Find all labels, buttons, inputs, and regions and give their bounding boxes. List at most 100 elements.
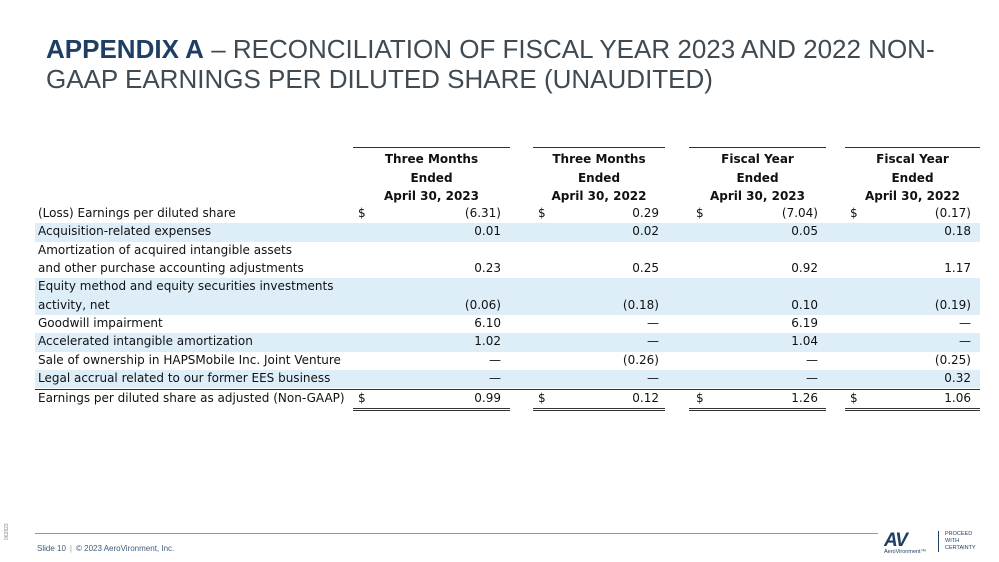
cell-value: — (959, 334, 971, 349)
cell-value: (0.18) (622, 297, 659, 312)
table-row: Earnings per diluted share as adjusted (… (35, 388, 980, 408)
table-row: Acquisition-related expenses 0.01 0.02 0.05… (35, 223, 980, 242)
header-line: Fiscal Year (876, 152, 949, 166)
cell-value: (0.25) (934, 352, 971, 367)
side-code: 062823 (4, 523, 10, 540)
cell-value: 0.05 (791, 224, 818, 239)
header-line: April 30, 2023 (383, 189, 480, 203)
header-line: April 30, 2022 (864, 189, 961, 203)
cell-value: 0.02 (632, 224, 659, 239)
table-row: Legal accrual related to our former EES … (35, 370, 980, 389)
tagline-line: CERTAINTY (945, 545, 976, 551)
table-row: and other purchase accounting adjustment… (35, 260, 980, 278)
cell-value: (0.17) (934, 206, 971, 220)
column-header: Fiscal Year Ended April 30, 2022 (845, 147, 980, 206)
total-double-underline (845, 407, 980, 411)
cell-value: — (806, 371, 818, 386)
cell-value: 0.18 (944, 224, 971, 239)
logo-mark: AV (884, 530, 908, 551)
tagline-line: PROCEED (945, 531, 973, 537)
currency-symbol: $ (538, 206, 546, 220)
cell-value: 0.92 (791, 261, 818, 276)
table-row: Amortization of acquired intangible asse… (35, 242, 980, 260)
column-header: Three Months Ended April 30, 2023 (353, 147, 510, 206)
cell-value: — (647, 316, 659, 331)
total-double-underline (353, 407, 510, 411)
header-line: Three Months (552, 152, 646, 166)
table-row: (Loss) Earnings per diluted share $ $ $ $ (6.… (35, 205, 980, 223)
tagline: PROCEED WITH CERTAINTY (938, 531, 976, 552)
currency-symbol: $ (538, 390, 546, 405)
header-line: Ended (736, 170, 779, 185)
page-title: APPENDIX A – RECONCILIATION OF FISCAL YE… (46, 34, 966, 94)
slide-number: Slide 10 (37, 544, 66, 553)
total-double-underline (533, 407, 665, 411)
title-bold: APPENDIX A (46, 34, 204, 64)
logo-name: AeroVironment™ (884, 549, 927, 555)
cell-value: — (647, 334, 659, 349)
cell-value: 0.99 (474, 390, 501, 405)
footer: Slide 10 | © 2023 AeroVironment, Inc. (37, 544, 174, 553)
currency-symbol: $ (696, 390, 704, 405)
cell-value: — (489, 352, 501, 367)
column-header: Three Months Ended April 30, 2022 (533, 147, 665, 206)
cell-value: 1.26 (791, 390, 818, 405)
cell-value: 0.01 (474, 224, 501, 239)
row-label: and other purchase accounting adjustment… (38, 261, 304, 276)
row-label: Equity method and equity securities inve… (38, 279, 334, 294)
header-line: April 30, 2023 (709, 189, 806, 203)
currency-symbol: $ (850, 390, 858, 405)
header-line: Ended (891, 170, 934, 185)
table-row: Accelerated intangible amortization 1.02 —… (35, 333, 980, 352)
column-header: Fiscal Year Ended April 30, 2023 (689, 147, 826, 206)
row-label: Acquisition-related expenses (38, 224, 212, 239)
cell-value: (7.04) (781, 206, 818, 220)
table-row: Equity method and equity securities inve… (35, 278, 980, 297)
cell-value: 6.19 (791, 316, 818, 331)
cell-value: 6.10 (474, 316, 501, 331)
cell-value: (0.19) (934, 297, 971, 312)
currency-symbol: $ (358, 206, 366, 220)
cell-value: 0.12 (632, 390, 659, 405)
footer-separator: | (69, 544, 72, 553)
row-label: Goodwill impairment (38, 316, 163, 331)
header-line: April 30, 2022 (551, 189, 647, 203)
header-line: Three Months (384, 152, 479, 166)
row-label: Sale of ownership in HAPSMobile Inc. Joi… (38, 352, 341, 367)
cell-value: (0.06) (464, 297, 501, 312)
cell-value: 1.06 (944, 390, 971, 405)
cell-value: — (489, 371, 501, 386)
cell-value: (0.26) (622, 352, 659, 367)
currency-symbol: $ (850, 206, 858, 220)
cell-value: 0.29 (632, 206, 659, 220)
table-row: activity, net (0.06) (0.18) 0.10 (0.19) (35, 296, 980, 316)
cell-value: 0.10 (791, 297, 818, 312)
cell-value: 0.23 (474, 261, 501, 276)
cell-value: 0.25 (632, 261, 659, 276)
total-double-underline (689, 407, 826, 411)
row-label: Accelerated intangible amortization (38, 334, 253, 349)
tagline-line: WITH (945, 538, 960, 544)
row-label: activity, net (38, 297, 110, 312)
footer-divider (35, 533, 878, 534)
row-label: Earnings per diluted share as adjusted (… (38, 390, 345, 405)
cell-value: — (647, 371, 659, 386)
table-row: Goodwill impairment 6.10 — 6.19 — (35, 315, 980, 333)
header-line: Ended (577, 170, 621, 185)
copyright: © 2023 AeroVironment, Inc. (76, 544, 175, 553)
cell-value: 1.02 (474, 334, 501, 349)
cell-value: 1.17 (944, 261, 971, 276)
row-label: Amortization of acquired intangible asse… (38, 242, 292, 257)
currency-symbol: $ (696, 206, 704, 220)
cell-value: — (806, 352, 818, 367)
header-line: Ended (410, 170, 453, 185)
company-logo: AV AeroVironment™ (884, 530, 926, 555)
title-rest: – RECONCILIATION OF FISCAL YEAR 2023 AND… (46, 34, 935, 94)
cell-value: 0.32 (944, 371, 971, 386)
row-label: (Loss) Earnings per diluted share (38, 206, 236, 220)
header-line: Fiscal Year (721, 152, 794, 166)
cell-value: — (959, 316, 971, 331)
cell-value: (6.31) (464, 206, 501, 220)
table-row: Sale of ownership in HAPSMobile Inc. Joi… (35, 352, 980, 370)
row-label: Legal accrual related to our former EES … (38, 371, 331, 386)
